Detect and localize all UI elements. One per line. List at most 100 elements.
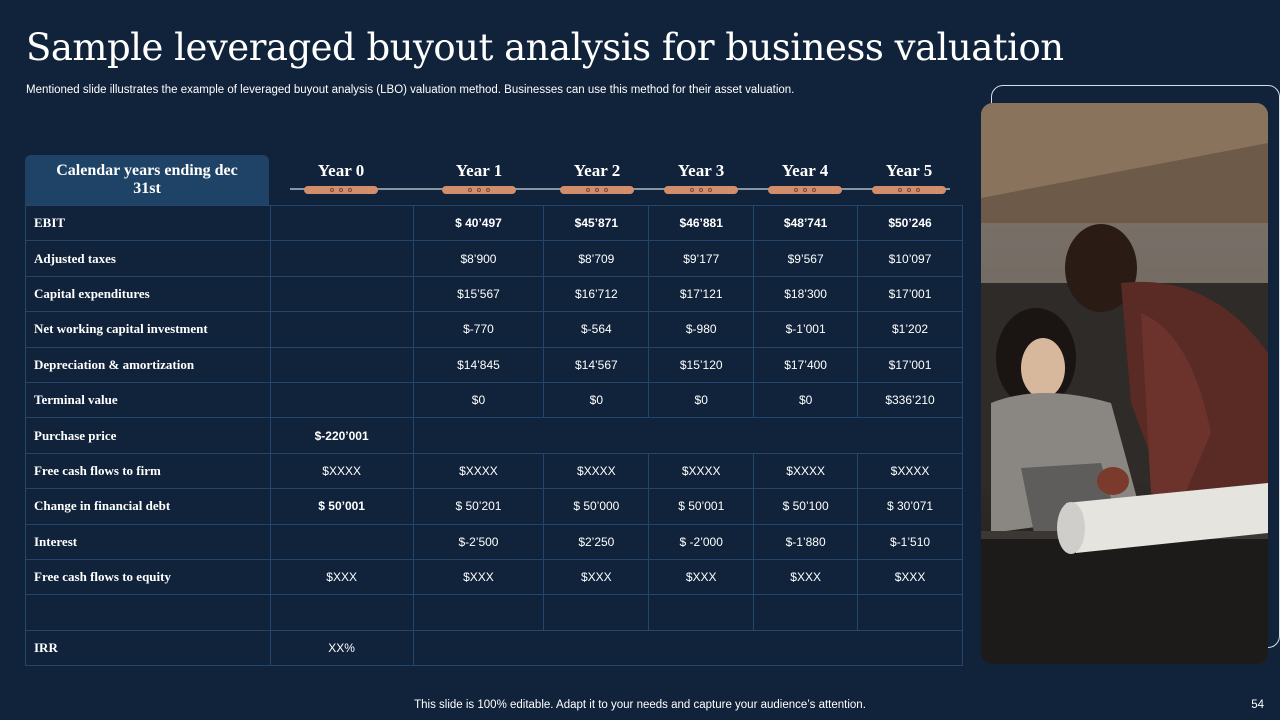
table-cell: $50’246 xyxy=(857,204,963,242)
table-cell: $XXXX xyxy=(543,452,650,490)
table-cell: $17’121 xyxy=(648,275,755,313)
table-row: Free cash flows to equity $XXX $XXX $XXX… xyxy=(25,558,963,596)
year-header-5: Year 5 xyxy=(872,160,946,194)
table-cell: $0 xyxy=(648,381,755,419)
table-cell: $15’567 xyxy=(412,275,545,313)
table-cell: $ 50’001 xyxy=(269,488,414,525)
row-label: Purchase price xyxy=(25,417,271,454)
table-cell: $XXX xyxy=(857,558,963,596)
table-cell: $-220’001 xyxy=(269,417,414,454)
table-cell: $0 xyxy=(543,381,650,419)
year-label: Year 3 xyxy=(677,161,725,180)
table-cell: $45’871 xyxy=(543,204,650,242)
year-header-3: Year 3 xyxy=(664,160,738,194)
table-cell xyxy=(269,275,414,313)
year-header-1: Year 1 xyxy=(442,160,516,194)
table-cell xyxy=(753,594,859,631)
table-cell: $48’741 xyxy=(753,204,859,242)
year-header-4: Year 4 xyxy=(768,160,842,194)
table-cell: $18’300 xyxy=(753,275,859,313)
lbo-table: EBIT $ 40’497 $45’871 $46’881 $48’741 $5… xyxy=(25,204,964,667)
table-cell xyxy=(269,311,414,348)
table-cell: $XXXX xyxy=(857,452,963,490)
year-marker xyxy=(442,186,516,194)
table-row: Depreciation & amortization $14’845 $14’… xyxy=(25,346,963,383)
table-row: Purchase price $-220’001 xyxy=(25,417,964,454)
table-cell-merged xyxy=(412,629,964,667)
table-cell xyxy=(648,594,755,631)
year-marker xyxy=(560,186,634,194)
row-label: Free cash flows to firm xyxy=(25,452,271,490)
year-label: Year 0 xyxy=(317,161,365,180)
table-cell: $0 xyxy=(753,381,859,419)
table-cell xyxy=(543,594,650,631)
table-cell: $8’900 xyxy=(412,240,545,277)
slide-subtitle: Mentioned slide illustrates the example … xyxy=(26,84,795,96)
table-cell: $-1’001 xyxy=(753,311,859,348)
footer-note: This slide is 100% editable. Adapt it to… xyxy=(414,699,866,711)
table-cell xyxy=(269,523,414,560)
table-row: Interest $-2’500 $2’250 $ -2’000 $-1’880… xyxy=(25,523,963,560)
table-cell: $-980 xyxy=(648,311,755,348)
table-cell xyxy=(269,381,414,419)
table-cell xyxy=(269,594,414,631)
table-cell xyxy=(269,240,414,277)
row-label: IRR xyxy=(25,629,271,667)
table-cell: $-770 xyxy=(412,311,545,348)
table-cell: $9’177 xyxy=(648,240,755,277)
table-cell: $46’881 xyxy=(648,204,755,242)
table-cell: $17’001 xyxy=(857,275,963,313)
row-label: Terminal value xyxy=(25,381,271,419)
year-label: Year 4 xyxy=(781,161,829,180)
table-cell: $16’712 xyxy=(543,275,650,313)
row-label: Free cash flows to equity xyxy=(25,558,271,596)
table-cell: $XXXX xyxy=(753,452,859,490)
table-row: Terminal value $0 $0 $0 $0 $336’210 xyxy=(25,381,963,419)
photo-icon xyxy=(981,103,1268,664)
table-row: Free cash flows to firm $XXXX $XXXX $XXX… xyxy=(25,452,963,490)
table-cell-merged xyxy=(412,417,964,454)
table-cell xyxy=(412,594,545,631)
table-cell: $15’120 xyxy=(648,346,755,383)
table-row: Capital expenditures $15’567 $16’712 $17… xyxy=(25,275,963,313)
table-row: Adjusted taxes $8’900 $8’709 $9’177 $9’5… xyxy=(25,240,963,277)
table-cell: $ -2’000 xyxy=(648,523,755,560)
row-label: Depreciation & amortization xyxy=(25,346,271,383)
table-cell: $-2’500 xyxy=(412,523,545,560)
table-cell: $17’001 xyxy=(857,346,963,383)
table-cell: $2’250 xyxy=(543,523,650,560)
row-label xyxy=(25,594,271,631)
table-row: Change in financial debt $ 50’001 $ 50’2… xyxy=(25,488,963,525)
calendar-header-label: Calendar years ending dec 31st xyxy=(56,162,238,197)
row-label: EBIT xyxy=(25,204,271,242)
table-cell: $XXXX xyxy=(648,452,755,490)
table-cell: $XXX xyxy=(648,558,755,596)
table-cell: $XXX xyxy=(543,558,650,596)
page-number: 54 xyxy=(1251,699,1264,711)
row-label: Change in financial debt xyxy=(25,488,271,525)
year-marker xyxy=(768,186,842,194)
year-label: Year 5 xyxy=(885,161,933,180)
table-cell xyxy=(269,346,414,383)
office-photo xyxy=(981,103,1268,664)
table-cell: $-1’510 xyxy=(857,523,963,560)
table-cell: $0 xyxy=(412,381,545,419)
table-cell: $-1’880 xyxy=(753,523,859,560)
row-label: Net working capital investment xyxy=(25,311,271,348)
table-row: IRR XX% xyxy=(25,629,964,667)
year-marker xyxy=(664,186,738,194)
table-cell xyxy=(857,594,963,631)
table-cell: $XXXX xyxy=(269,452,414,490)
table-row xyxy=(25,594,963,631)
table-cell: $9’567 xyxy=(753,240,859,277)
table-cell: $336’210 xyxy=(857,381,963,419)
table-cell: $XXXX xyxy=(412,452,545,490)
table-cell: $14’845 xyxy=(412,346,545,383)
table-cell: $1’202 xyxy=(857,311,963,348)
year-marker xyxy=(304,186,378,194)
year-header-2: Year 2 xyxy=(560,160,634,194)
table-row: Net working capital investment $-770 $-5… xyxy=(25,311,963,348)
row-label: Adjusted taxes xyxy=(25,240,271,277)
slide-title: Sample leveraged buyout analysis for bus… xyxy=(26,26,1064,69)
year-header-0: Year 0 xyxy=(304,160,378,194)
